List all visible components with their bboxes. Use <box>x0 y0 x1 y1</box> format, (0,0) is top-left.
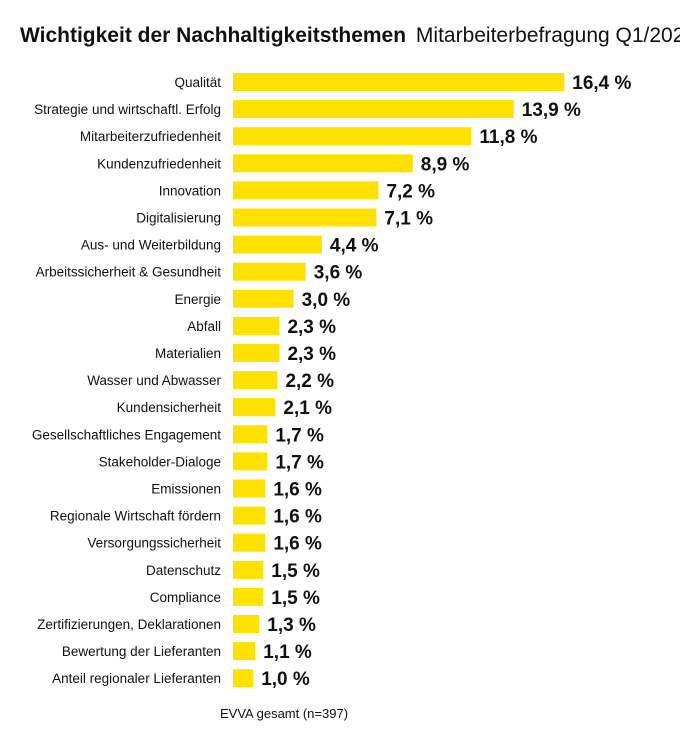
value-label: 2,2 % <box>285 371 334 392</box>
value-label: 2,3 % <box>287 317 336 338</box>
value-label: 13,9 % <box>522 100 581 121</box>
category-label: Anteil regionaler Lieferanten <box>52 671 221 686</box>
bar <box>233 73 565 91</box>
category-label: Versorgungssicherheit <box>87 536 221 551</box>
category-label: Aus- und Weiterbildung <box>81 238 221 253</box>
bar <box>233 262 306 281</box>
value-label: 2,1 % <box>283 398 332 419</box>
category-label: Zertifizierungen, Deklarationen <box>37 617 221 632</box>
bar <box>233 235 322 254</box>
category-label: Datenschutz <box>146 563 221 578</box>
value-label: 1,5 % <box>271 588 320 609</box>
value-label: 3,0 % <box>302 290 351 311</box>
category-label: Arbeitssicherheit & Gesundheit <box>36 265 222 280</box>
value-label: 1,3 % <box>267 615 316 636</box>
category-label: Digitalisierung <box>136 211 221 226</box>
category-label: Materialien <box>155 346 221 361</box>
value-label: 8,9 % <box>421 154 470 175</box>
value-label: 4,4 % <box>330 236 379 257</box>
bar <box>233 560 264 579</box>
bar <box>233 316 280 335</box>
category-label: Qualität <box>174 75 221 90</box>
value-label: 1,6 % <box>273 534 322 555</box>
chart-title: Wichtigkeit der Nachhaltigkeitsthemen <box>20 24 407 47</box>
value-label: 7,1 % <box>384 209 433 230</box>
bar <box>233 208 377 227</box>
value-label: 1,6 % <box>273 507 322 528</box>
value-label: 1,6 % <box>273 480 322 501</box>
bar <box>233 100 514 119</box>
bar <box>233 127 472 146</box>
bar <box>233 371 278 390</box>
category-label: Abfall <box>187 319 221 334</box>
category-label: Regionale Wirtschaft fördern <box>50 509 221 524</box>
value-label: 1,7 % <box>275 452 324 473</box>
chart-subtitle: Mitarbeiterbefragung Q1/2020 <box>415 24 680 47</box>
bar <box>233 154 413 173</box>
category-label: Energie <box>174 292 221 307</box>
value-label: 2,3 % <box>287 344 336 365</box>
bar <box>233 615 260 633</box>
value-label: 1,5 % <box>271 561 320 582</box>
category-label: Bewertung der Lieferanten <box>62 644 221 659</box>
value-label: 11,8 % <box>479 127 537 148</box>
value-label: 1,1 % <box>263 642 312 663</box>
bar <box>233 533 266 552</box>
bar <box>233 506 266 525</box>
value-label: 16,4 % <box>572 73 631 94</box>
category-label: Kundenzufriedenheit <box>97 156 221 171</box>
category-label: Emissionen <box>151 482 221 497</box>
value-label: 1,0 % <box>261 669 310 690</box>
bar <box>233 452 268 471</box>
category-label: Gesellschaftliches Engagement <box>32 427 221 442</box>
category-label: Kundensicherheit <box>117 400 222 415</box>
value-label: 7,2 % <box>386 181 435 202</box>
category-label: Wasser und Abwasser <box>87 373 221 388</box>
category-label: Stakeholder-Dialoge <box>99 454 221 469</box>
category-label: Mitarbeiterzufriedenheit <box>80 129 221 144</box>
bar <box>233 425 268 444</box>
bar <box>233 181 379 200</box>
bar <box>233 587 264 606</box>
category-label: Strategie und wirtschaftl. Erfolg <box>34 102 221 117</box>
value-label: 1,7 % <box>275 425 324 446</box>
bar <box>233 642 256 661</box>
bar <box>233 398 276 417</box>
bar <box>233 479 266 498</box>
chart-footnote: EVVA gesamt (n=397) <box>220 706 349 721</box>
bar <box>233 344 280 362</box>
category-label: Innovation <box>159 183 221 198</box>
bar <box>233 669 254 688</box>
value-label: 3,6 % <box>314 263 363 284</box>
bar <box>233 289 294 308</box>
chart-title-row: Wichtigkeit der Nachhaltigkeitsthemen Mi… <box>20 24 680 48</box>
category-label: Compliance <box>150 590 221 605</box>
